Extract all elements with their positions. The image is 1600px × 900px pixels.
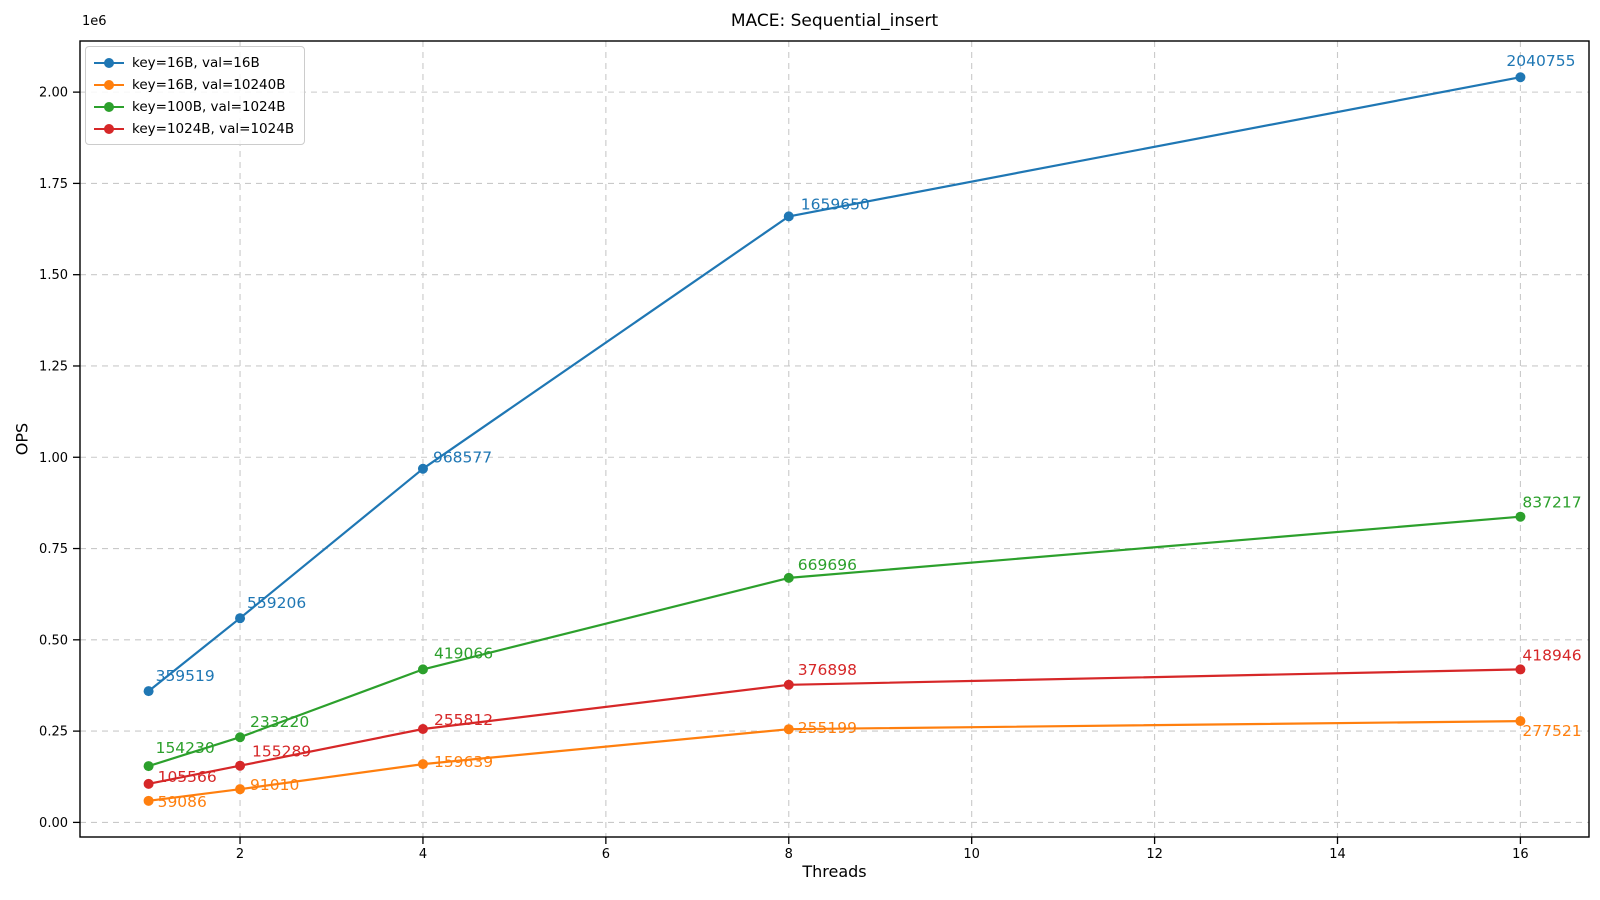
data-point-label: 91010 xyxy=(250,776,299,794)
data-point xyxy=(1515,72,1526,83)
data-point xyxy=(235,760,246,771)
data-point-label: 155289 xyxy=(252,743,311,761)
data-point xyxy=(783,572,794,583)
data-point-label: 159639 xyxy=(434,753,493,771)
legend-item: key=16B, val=16B xyxy=(94,53,294,72)
legend-item: key=16B, val=10240B xyxy=(94,75,294,94)
data-point-label: 105566 xyxy=(158,768,217,786)
x-tick-label: 4 xyxy=(419,847,427,862)
y-tick-label: 0.75 xyxy=(39,542,68,557)
y-tick-label: 0.25 xyxy=(39,725,68,740)
axes-border xyxy=(79,40,1590,838)
data-point xyxy=(417,463,428,474)
data-point-label: 359519 xyxy=(156,667,215,685)
data-point-label: 59086 xyxy=(158,793,207,811)
series-line xyxy=(147,76,1521,692)
x-tick-label: 16 xyxy=(1512,847,1529,862)
data-point xyxy=(235,732,246,743)
legend-item: key=100B, val=1024B xyxy=(94,97,294,116)
data-point xyxy=(783,211,794,222)
x-tick-label: 2 xyxy=(236,847,244,862)
data-point xyxy=(417,664,428,675)
y-tick-label: 0.50 xyxy=(39,633,68,648)
x-tick-label: 6 xyxy=(602,847,610,862)
data-point xyxy=(235,613,246,624)
data-point-label: 419066 xyxy=(434,644,493,662)
y-axis-label: OPS xyxy=(12,422,32,456)
data-point xyxy=(1515,716,1526,727)
y-tick-label: 1.00 xyxy=(39,451,68,466)
legend-label: key=16B, val=16B xyxy=(132,54,260,71)
legend-label: key=100B, val=1024B xyxy=(132,98,286,115)
data-point xyxy=(143,761,154,772)
legend-item: key=1024B, val=1024B xyxy=(94,119,294,138)
data-point xyxy=(783,724,794,735)
x-tick-label: 12 xyxy=(1146,847,1163,862)
data-point xyxy=(143,795,154,806)
legend-line-marker-icon xyxy=(94,123,124,135)
data-point xyxy=(417,759,428,770)
data-point-label: 255199 xyxy=(798,719,857,737)
legend: key=16B, val=16B key=16B, val=10240B key=1… xyxy=(85,46,306,145)
data-point-label: 1659650 xyxy=(801,195,870,213)
legend-line-marker-icon xyxy=(94,57,124,69)
data-point xyxy=(143,778,154,789)
data-point xyxy=(143,686,154,697)
data-point xyxy=(417,723,428,734)
y-axis-offset-text: 1e6 xyxy=(82,14,107,29)
data-point-label: 968577 xyxy=(433,449,492,467)
data-point xyxy=(783,679,794,690)
x-tick-label: 14 xyxy=(1329,847,1346,862)
data-point-label: 277521 xyxy=(1522,722,1581,740)
y-tick-label: 1.25 xyxy=(39,359,68,374)
y-tick-label: 0.00 xyxy=(39,816,68,831)
data-point xyxy=(235,784,246,795)
y-tick-label: 1.75 xyxy=(39,177,68,192)
data-point xyxy=(1515,511,1526,522)
data-point-label: 154230 xyxy=(156,739,215,757)
data-point-label: 255812 xyxy=(434,711,493,729)
chart-title: MACE: Sequential_insert xyxy=(730,11,939,31)
data-point-label: 418946 xyxy=(1522,646,1581,664)
legend-label: key=16B, val=10240B xyxy=(132,76,286,93)
data-point-label: 233220 xyxy=(250,713,309,731)
x-axis-label: Threads xyxy=(802,862,867,881)
data-point-label: 669696 xyxy=(798,556,857,574)
y-tick-label: 1.50 xyxy=(39,268,68,283)
data-point xyxy=(1515,664,1526,675)
y-tick-label: 2.00 xyxy=(39,86,68,101)
x-tick-label: 10 xyxy=(963,847,980,862)
data-point-label: 837217 xyxy=(1522,494,1581,512)
legend-line-marker-icon xyxy=(94,101,124,113)
x-tick-label: 8 xyxy=(785,847,793,862)
data-point-label: 559206 xyxy=(247,594,306,612)
data-point-label: 376898 xyxy=(798,661,857,679)
legend-line-marker-icon xyxy=(94,79,124,91)
data-point-label: 2040755 xyxy=(1506,52,1575,70)
legend-label: key=1024B, val=1024B xyxy=(132,120,295,137)
